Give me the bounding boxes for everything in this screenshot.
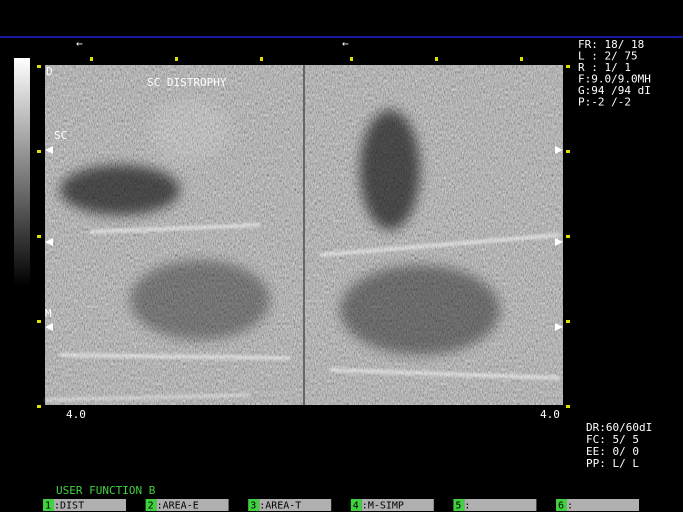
tick bbox=[37, 320, 41, 323]
depth-right: 4.0 bbox=[540, 408, 560, 421]
tick bbox=[350, 57, 353, 61]
key-label-box[interactable] bbox=[259, 499, 332, 511]
key-number[interactable]: 2 bbox=[148, 501, 154, 512]
key-label[interactable]: : bbox=[464, 501, 470, 512]
image-title: SC DISTROPHY bbox=[147, 76, 227, 89]
tick bbox=[175, 57, 178, 61]
parameter: G:94 /94 dI bbox=[578, 84, 651, 97]
depth-left: 4.0 bbox=[66, 408, 86, 421]
parameter: FR: 18/ 18 bbox=[578, 38, 644, 51]
tick bbox=[37, 405, 41, 408]
tick bbox=[37, 235, 41, 238]
tick bbox=[566, 235, 570, 238]
key-label-box[interactable] bbox=[54, 499, 126, 511]
tick bbox=[566, 65, 570, 68]
key-number[interactable]: 3 bbox=[250, 501, 256, 512]
tick bbox=[37, 65, 41, 68]
key-number-box[interactable] bbox=[43, 499, 54, 511]
parameter: PP: L/ L bbox=[586, 457, 639, 470]
label-m: M bbox=[45, 307, 52, 320]
key-label[interactable]: : bbox=[567, 501, 573, 512]
key-number-box[interactable] bbox=[248, 499, 260, 511]
key-label[interactable]: :AREA-T bbox=[259, 501, 301, 512]
key-label[interactable]: :AREA-E bbox=[157, 501, 199, 512]
key-number-box[interactable] bbox=[556, 499, 567, 511]
key-number[interactable]: 1 bbox=[45, 501, 51, 512]
tick bbox=[435, 57, 438, 61]
parameter: EE: 0/ 0 bbox=[586, 445, 639, 458]
parameter: L : 2/ 75 bbox=[578, 50, 638, 63]
key-label-box[interactable] bbox=[464, 499, 537, 511]
tick bbox=[37, 150, 41, 153]
depth-markers bbox=[45, 146, 563, 331]
scale-ticks bbox=[37, 57, 570, 408]
image-right bbox=[305, 65, 563, 405]
parameters: FR: 18/ 18L : 2/ 75R : 1/ 1F:9.0/9.0MHG:… bbox=[578, 38, 652, 470]
parameter: DR:60/60dI bbox=[586, 421, 652, 434]
key-label[interactable]: :DIST bbox=[54, 501, 84, 512]
tick bbox=[90, 57, 93, 61]
key-label-box[interactable] bbox=[156, 499, 229, 511]
parameter: P:-2 /-2 bbox=[578, 96, 631, 109]
key-number-box[interactable] bbox=[145, 499, 157, 511]
function-keys: 1:DIST 2:AREA-E 3:AREA-T 4:M-SIMP 5:6: bbox=[43, 499, 639, 512]
image-left bbox=[44, 65, 303, 405]
user-function-title: USER FUNCTION B bbox=[56, 484, 156, 497]
top-line bbox=[0, 36, 683, 38]
tick bbox=[566, 405, 570, 408]
key-number-box[interactable] bbox=[350, 499, 362, 511]
key-label-box[interactable] bbox=[361, 499, 434, 511]
tick bbox=[566, 320, 570, 323]
tick bbox=[566, 150, 570, 153]
parameter: F:9.0/9.0MH bbox=[578, 73, 651, 86]
label-sc: SC bbox=[54, 129, 67, 142]
key-number-box[interactable] bbox=[453, 499, 465, 511]
key-label-box[interactable] bbox=[567, 499, 639, 511]
tick bbox=[520, 57, 523, 61]
key-number[interactable]: 5 bbox=[455, 501, 461, 512]
tick bbox=[260, 57, 263, 61]
label-d: D bbox=[46, 65, 53, 78]
direction-arrow: ← bbox=[76, 37, 83, 50]
key-number[interactable]: 6 bbox=[558, 501, 564, 512]
parameter: R : 1/ 1 bbox=[578, 61, 631, 74]
parameter: FC: 5/ 5 bbox=[586, 433, 639, 446]
direction-arrow: ← bbox=[342, 37, 349, 50]
key-number[interactable]: 4 bbox=[353, 501, 359, 512]
key-label[interactable]: :M-SIMP bbox=[362, 501, 404, 512]
gray-scale-bar bbox=[14, 58, 30, 286]
